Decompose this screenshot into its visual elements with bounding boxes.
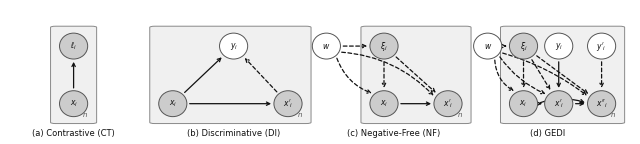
Text: $x'_i$: $x'_i$ — [283, 97, 293, 110]
Ellipse shape — [159, 91, 187, 117]
Text: $x'_i$: $x'_i$ — [443, 97, 453, 110]
FancyBboxPatch shape — [500, 26, 625, 124]
Ellipse shape — [220, 33, 248, 59]
Text: $\ell_i$: $\ell_i$ — [70, 40, 77, 52]
Text: $y_i$: $y_i$ — [555, 41, 563, 52]
Ellipse shape — [60, 91, 88, 117]
Ellipse shape — [60, 33, 88, 59]
Text: $x'_i$: $x'_i$ — [554, 97, 564, 110]
Ellipse shape — [588, 33, 616, 59]
Ellipse shape — [370, 91, 398, 117]
Ellipse shape — [588, 91, 616, 117]
Text: $w$: $w$ — [323, 42, 330, 51]
FancyBboxPatch shape — [150, 26, 311, 124]
Text: $x_i$: $x_i$ — [169, 98, 177, 109]
Ellipse shape — [434, 91, 462, 117]
Text: $x_i$: $x_i$ — [520, 98, 527, 109]
Text: $x_i$: $x_i$ — [380, 98, 388, 109]
Text: $x_i$: $x_i$ — [70, 98, 77, 109]
Text: $y'_i$: $y'_i$ — [596, 40, 607, 53]
Text: (c) Negative-Free (NF): (c) Negative-Free (NF) — [347, 129, 440, 138]
Text: (a) Contrastive (CT): (a) Contrastive (CT) — [32, 129, 115, 138]
Ellipse shape — [545, 33, 573, 59]
Ellipse shape — [474, 33, 502, 59]
FancyBboxPatch shape — [51, 26, 97, 124]
FancyBboxPatch shape — [361, 26, 471, 124]
Ellipse shape — [509, 91, 538, 117]
Ellipse shape — [545, 91, 573, 117]
Text: (d) GEDI: (d) GEDI — [529, 129, 565, 138]
Ellipse shape — [312, 33, 340, 59]
Text: $n$: $n$ — [297, 111, 303, 119]
Ellipse shape — [274, 91, 302, 117]
Text: (b) Discriminative (DI): (b) Discriminative (DI) — [187, 129, 280, 138]
Text: $\xi_i$: $\xi_i$ — [380, 40, 388, 53]
Ellipse shape — [370, 33, 398, 59]
Text: $y_i$: $y_i$ — [230, 41, 237, 52]
Text: $x''_i$: $x''_i$ — [596, 97, 607, 110]
Text: $n$: $n$ — [83, 111, 88, 119]
Ellipse shape — [509, 33, 538, 59]
Text: $\xi_i$: $\xi_i$ — [520, 40, 527, 53]
Text: $w$: $w$ — [484, 42, 492, 51]
Text: $n$: $n$ — [457, 111, 463, 119]
Text: $n$: $n$ — [611, 111, 616, 119]
